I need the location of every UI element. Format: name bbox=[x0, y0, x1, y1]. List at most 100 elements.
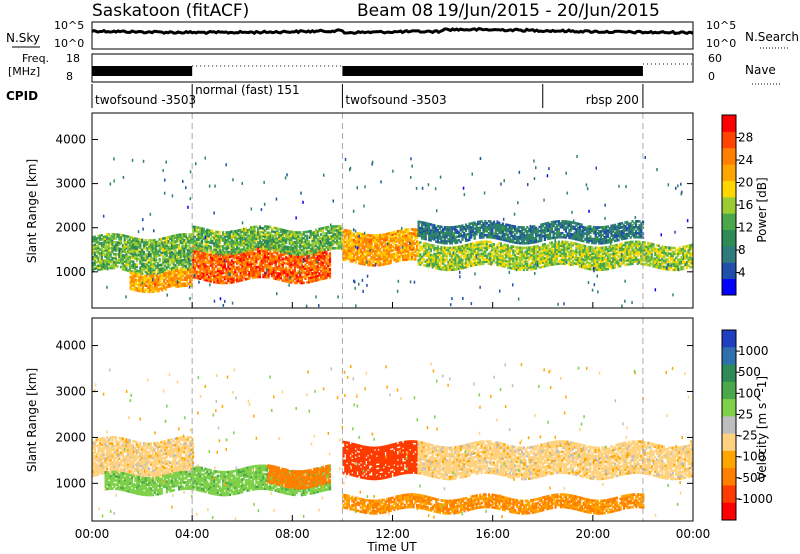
cell-2872 bbox=[318, 239, 321, 243]
cell-2675 bbox=[283, 245, 286, 248]
cell-2934 bbox=[330, 245, 333, 248]
cell-494 bbox=[151, 258, 154, 262]
cell-3636 bbox=[428, 265, 431, 268]
cell-3453 bbox=[400, 253, 403, 256]
cell-1924 bbox=[299, 275, 302, 279]
cell-4474 bbox=[575, 256, 578, 260]
cell-1544 bbox=[248, 265, 251, 268]
cell-1974 bbox=[306, 269, 309, 272]
cell-930 bbox=[150, 290, 153, 294]
cell-4149 bbox=[519, 268, 522, 271]
cell-3462 bbox=[400, 229, 403, 232]
cell-1686 bbox=[267, 276, 270, 279]
cell-2452 bbox=[244, 247, 247, 250]
cell-4067 bbox=[503, 249, 506, 252]
cell-1823 bbox=[285, 252, 288, 255]
cell-4543 bbox=[585, 251, 588, 254]
cell-3074 bbox=[351, 256, 354, 259]
cell-3703 bbox=[438, 253, 441, 257]
cell-535 bbox=[156, 270, 160, 273]
cell-110 bbox=[104, 241, 107, 244]
cell-3732 bbox=[443, 254, 446, 257]
cell-547 bbox=[158, 269, 161, 273]
cell-2060 bbox=[316, 258, 319, 262]
cell-73 bbox=[100, 259, 103, 263]
cell-4258 bbox=[536, 246, 539, 250]
cell-1474 bbox=[239, 269, 242, 272]
cell-4895 bbox=[647, 263, 650, 267]
cell-341 bbox=[132, 242, 135, 246]
cell-1838 bbox=[288, 280, 291, 284]
cell-283 bbox=[125, 237, 128, 240]
cell-174 bbox=[111, 233, 114, 236]
cell-3739 bbox=[445, 264, 448, 268]
cell-2913 bbox=[325, 228, 328, 231]
cell-1369 bbox=[225, 273, 228, 277]
cell-2112 bbox=[323, 265, 326, 268]
cell-2095 bbox=[321, 269, 325, 272]
cell-3511 bbox=[407, 248, 410, 251]
cell-1755 bbox=[276, 271, 279, 275]
cell-1260 bbox=[211, 274, 214, 277]
cell-3936 bbox=[478, 246, 482, 250]
cell-2653 bbox=[279, 244, 282, 247]
cell-4073 bbox=[505, 255, 508, 259]
cell-4883 bbox=[643, 243, 646, 246]
cell-163 bbox=[111, 258, 114, 262]
cell-4957 bbox=[657, 260, 660, 263]
cell-4744 bbox=[620, 260, 624, 263]
cell-2979 bbox=[337, 231, 340, 234]
cell-4435 bbox=[568, 263, 571, 266]
cell-107 bbox=[104, 247, 107, 250]
cell-923 bbox=[148, 286, 151, 290]
cell-1542 bbox=[248, 273, 251, 276]
cell-251 bbox=[121, 246, 124, 249]
cell-3948 bbox=[480, 240, 483, 244]
cell-2969 bbox=[335, 231, 339, 234]
cell-4477 bbox=[575, 250, 578, 254]
cell-3780 bbox=[452, 260, 455, 263]
cell-4263 bbox=[538, 258, 541, 261]
cell-3326 bbox=[382, 241, 385, 244]
cell-2886 bbox=[321, 248, 325, 252]
cell-21 bbox=[93, 253, 96, 257]
cell-3819 bbox=[459, 263, 462, 266]
cell-4940 bbox=[654, 253, 657, 257]
cell-4132 bbox=[515, 262, 518, 265]
cell-902 bbox=[143, 284, 146, 287]
cell-66 bbox=[99, 238, 102, 241]
cell-813 bbox=[190, 259, 193, 262]
cell-4956 bbox=[657, 262, 660, 265]
cell-3911 bbox=[475, 257, 478, 260]
cell-654 bbox=[170, 241, 174, 244]
cell-2625 bbox=[274, 234, 277, 238]
cell-2601 bbox=[271, 246, 274, 249]
cell-743 bbox=[181, 247, 184, 250]
cell-2476 bbox=[248, 238, 251, 242]
cell-2519 bbox=[255, 237, 258, 240]
cell-2768 bbox=[299, 249, 302, 252]
cell-4069 bbox=[503, 245, 506, 248]
cell-727 bbox=[179, 249, 182, 252]
cell-608 bbox=[165, 250, 168, 253]
cell-3237 bbox=[372, 260, 375, 263]
cell-3483 bbox=[403, 246, 406, 250]
cell-4350 bbox=[552, 251, 555, 254]
cell-377 bbox=[137, 269, 140, 273]
cell-2609 bbox=[271, 228, 274, 231]
cell-3700 bbox=[438, 263, 441, 267]
cell-3631 bbox=[426, 252, 429, 256]
cell-3750 bbox=[447, 260, 450, 264]
cell-403 bbox=[141, 272, 144, 275]
cell-1590 bbox=[253, 256, 256, 259]
cell-1987 bbox=[307, 268, 311, 272]
cell-572 bbox=[162, 269, 165, 272]
cell-1789 bbox=[281, 273, 284, 276]
cell-45 bbox=[97, 258, 100, 262]
cell-4420 bbox=[564, 256, 567, 260]
cell-487 bbox=[149, 239, 152, 242]
cell-1530 bbox=[246, 267, 249, 271]
cell-3084 bbox=[351, 232, 354, 235]
cell-4748 bbox=[620, 250, 624, 253]
cell-507 bbox=[153, 264, 156, 268]
